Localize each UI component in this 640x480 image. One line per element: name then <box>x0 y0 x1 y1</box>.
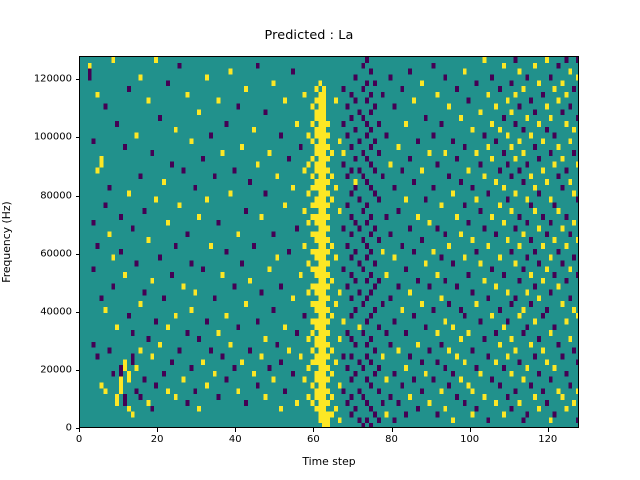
x-tick-label: 0 <box>75 434 83 445</box>
y-tick-label: 120000 <box>33 73 72 85</box>
y-tick-label: 100000 <box>33 131 72 143</box>
y-tick-label: 0 <box>65 422 72 434</box>
x-tick-label: 40 <box>228 434 242 445</box>
y-tick-label: 60000 <box>40 248 72 260</box>
y-tick-mark <box>75 195 79 197</box>
x-tick-mark <box>547 428 549 432</box>
x-tick-label: 100 <box>460 434 480 445</box>
chart-title-text: Predicted : La <box>264 28 354 43</box>
heatmap-axes <box>79 56 579 428</box>
y-tick-mark <box>75 311 79 313</box>
y-tick-mark <box>75 369 79 371</box>
chart-title: Predicted : La <box>0 28 640 43</box>
y-tick-mark <box>75 428 79 429</box>
x-tick-mark <box>157 428 159 432</box>
y-tick-label: 80000 <box>40 190 72 201</box>
x-tick-mark <box>469 428 471 432</box>
x-tick-label: 20 <box>150 434 164 445</box>
x-tick-label: 80 <box>385 434 398 445</box>
x-tick-label: 60 <box>307 434 320 445</box>
y-tick-label: 40000 <box>40 306 72 318</box>
x-tick-mark <box>313 428 315 432</box>
y-tick-mark <box>75 79 79 81</box>
x-axis-label: Time step <box>302 455 356 468</box>
y-tick-label: 20000 <box>40 364 72 376</box>
y-tick-mark <box>75 137 79 139</box>
x-tick-label: 120 <box>538 434 558 445</box>
y-axis-label: Frequency (Hz) <box>0 201 13 283</box>
x-tick-mark <box>235 428 237 432</box>
heatmap-image <box>80 57 578 427</box>
x-tick-mark <box>79 428 80 432</box>
y-tick-mark <box>75 253 79 255</box>
x-tick-mark <box>391 428 393 432</box>
